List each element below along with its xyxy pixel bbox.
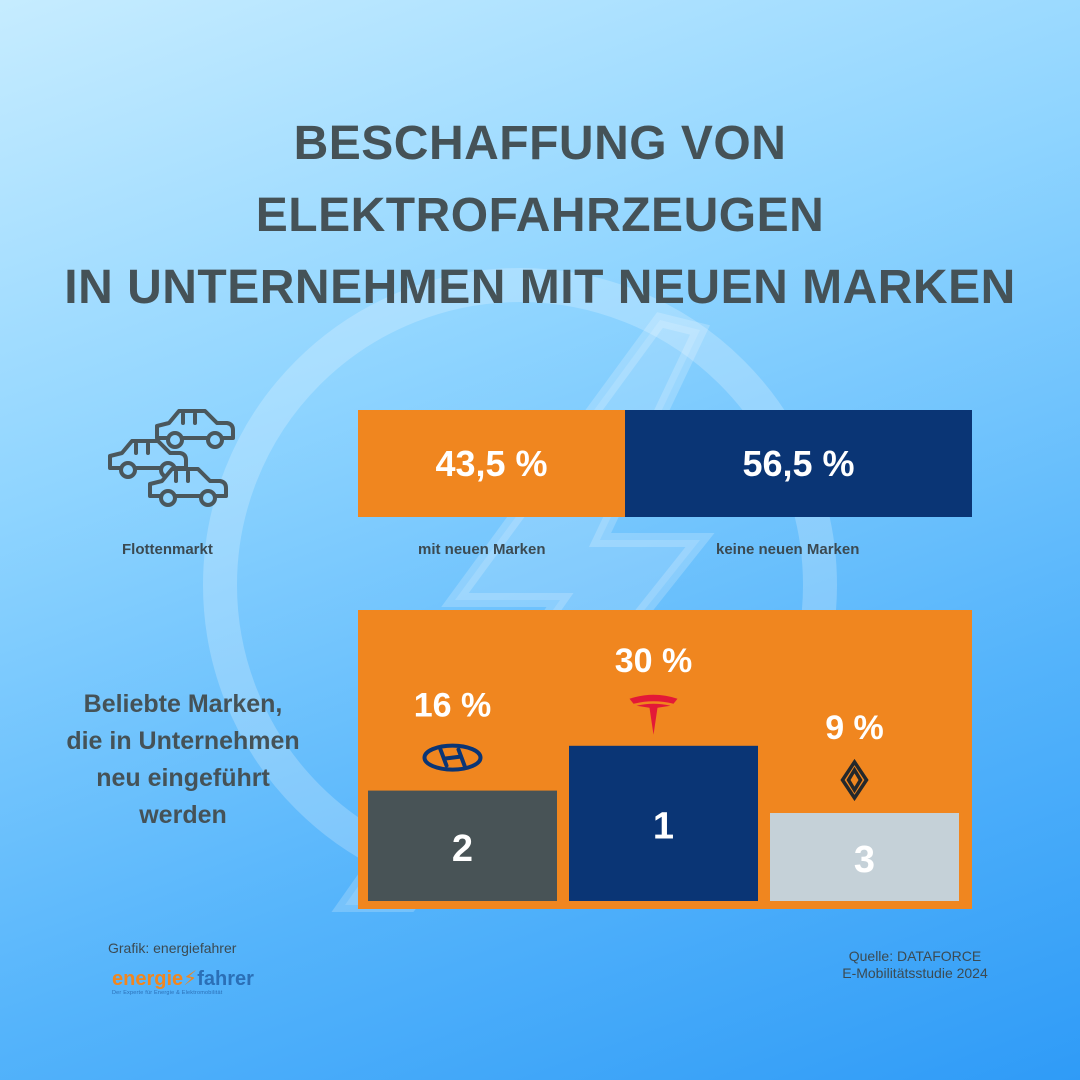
- share-category-no-new-brands: keine neuen Marken: [716, 541, 860, 558]
- hyundai-logo-icon: [422, 743, 483, 772]
- brand-podium-chart: 2 16 % 1 30 % 3 9 %: [358, 610, 972, 909]
- share-value-new-brands: 43,5 %: [435, 442, 548, 484]
- podium-bar-tesla: [569, 745, 758, 901]
- podium-value-renault: 9 %: [825, 709, 884, 747]
- cars-icon: [108, 409, 235, 507]
- podium-value-tesla: 30 %: [615, 642, 693, 680]
- podium-group-hyundai: 2 16 %: [368, 687, 557, 901]
- podium-rank-renault: 3: [854, 839, 875, 881]
- title-line-3: IN UNTERNEHMEN MIT NEUEN MARKEN: [64, 261, 1016, 314]
- podium-value-hyundai: 16 %: [414, 687, 492, 725]
- brands-heading-line-3: neu eingeführt: [96, 764, 270, 792]
- podium-group-tesla: 1 30 %: [569, 642, 758, 901]
- source-note: Quelle: DATAFORCE E-Mobilitätsstudie 202…: [800, 948, 1030, 982]
- brands-heading-line-1: Beliebte Marken,: [83, 690, 283, 718]
- fleet-label: Flottenmarkt: [122, 541, 213, 558]
- credit-text: Grafik: energiefahrer: [108, 940, 237, 956]
- title-line-2: ELEKTROFAHRZEUGEN: [255, 189, 825, 242]
- share-category-new-brands: mit neuen Marken: [418, 541, 546, 558]
- source-line-1: Quelle: DATAFORCE: [848, 948, 982, 964]
- podium-rank-hyundai: 2: [452, 828, 473, 870]
- tesla-logo-icon: [629, 694, 678, 735]
- podium-group-renault: 3 9 %: [770, 709, 959, 901]
- brands-heading-line-4: werden: [139, 801, 227, 829]
- page-title: BESCHAFFUNG VON ELEKTROFAHRZEUGEN IN UNT…: [0, 108, 1080, 324]
- brands-heading-line-2: die in Unternehmen: [66, 727, 300, 755]
- podium-bar-renault: [770, 813, 959, 901]
- renault-logo-icon: [840, 758, 869, 802]
- title-line-1: BESCHAFFUNG VON: [293, 117, 787, 170]
- share-bar-new-brands: 43,5 %: [358, 410, 625, 517]
- podium-bar-hyundai: [368, 790, 557, 901]
- source-line-2: E-Mobilitätsstudie 2024: [842, 965, 988, 981]
- energiefahrer-logo: energie⚡fahrer Der Experte für Energie &…: [112, 968, 254, 996]
- podium-rank-tesla: 1: [653, 805, 674, 847]
- share-bar-no-new-brands: 56,5 %: [625, 410, 972, 517]
- brands-heading: Beliebte Marken, die in Unternehmen neu …: [60, 686, 306, 834]
- brand-podium-svg: 2 16 % 1 30 % 3 9 %: [368, 642, 959, 901]
- share-bar-chart: 43,5 % 56,5 %: [358, 410, 972, 517]
- share-value-no-new-brands: 56,5 %: [742, 442, 855, 484]
